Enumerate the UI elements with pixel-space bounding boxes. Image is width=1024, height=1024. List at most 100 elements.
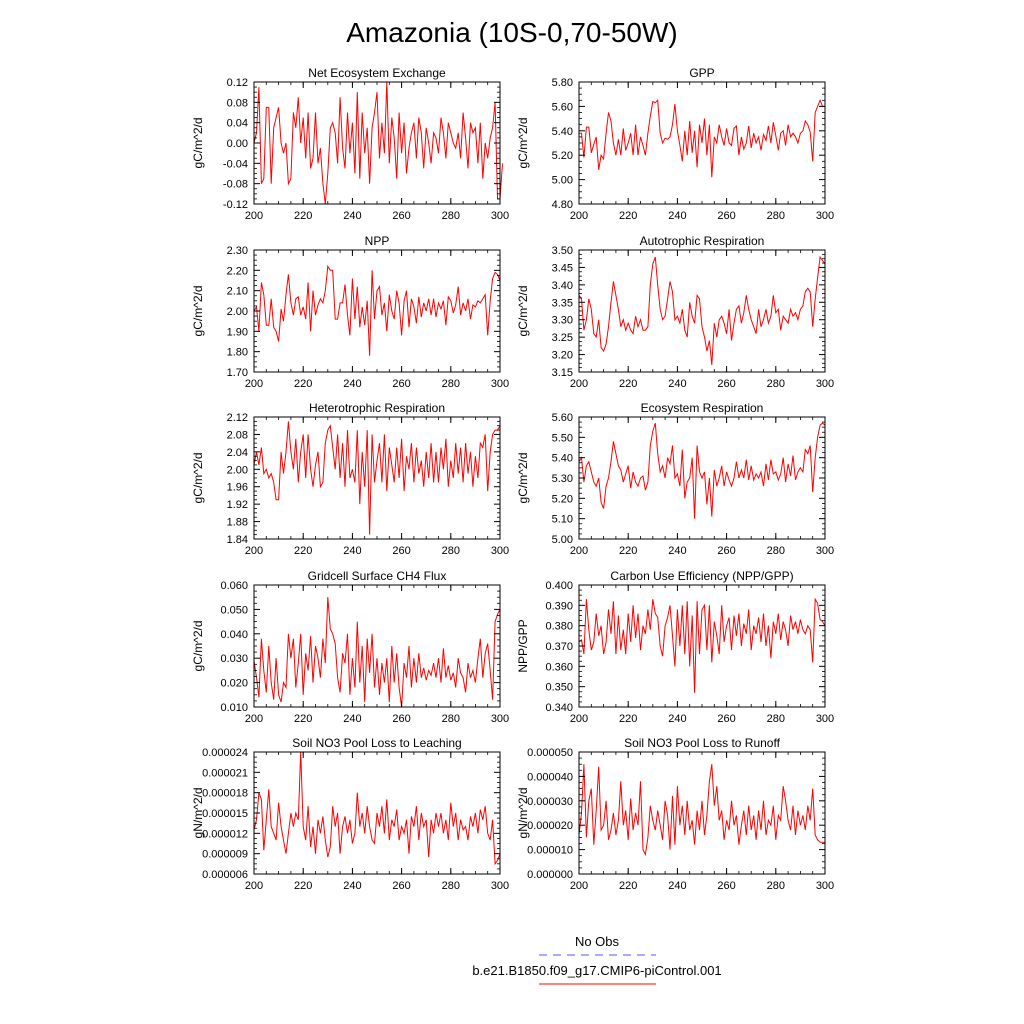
y-tick-label: 3.35 xyxy=(552,297,573,309)
x-tick-label: 300 xyxy=(491,713,509,725)
y-tick-label: 5.20 xyxy=(552,493,573,505)
y-tick-label: 2.30 xyxy=(227,245,248,257)
chart-title: Net Ecosystem Exchange xyxy=(308,66,446,80)
x-tick-label: 300 xyxy=(491,210,509,222)
panel-npp: NPP gC/m^2/d 200 220 240 260 280 300 2.30 2.20 2.1… xyxy=(191,234,509,390)
panel-autotrophic-respiration: Autotrophic Respiration gC/m^2/d 200 220 240… xyxy=(516,234,834,390)
x-tick-label: 240 xyxy=(668,210,686,222)
y-tick-label: 1.70 xyxy=(227,367,248,379)
y-tick-label: 0.400 xyxy=(545,580,573,592)
x-tick-label: 280 xyxy=(767,713,785,725)
x-tick-label: 220 xyxy=(294,880,312,892)
y-axis-label: gC/m^2/d xyxy=(516,118,530,169)
chart-title: Autotrophic Respiration xyxy=(640,234,765,248)
x-tick-label: 240 xyxy=(343,378,361,390)
x-tick-label: 200 xyxy=(245,378,263,390)
y-tick-label: 2.12 xyxy=(227,412,248,424)
y-axis-label: gC/m^2/d xyxy=(516,453,530,504)
y-tick-label: 5.40 xyxy=(552,453,573,465)
figure-title: Amazonia (10S-0,70-50W) xyxy=(346,17,677,48)
y-tick-label: 0.000030 xyxy=(527,796,573,808)
panel-grid: Net Ecosystem Exchange gC/m^2/d 200 220 240 2… xyxy=(191,66,834,892)
y-tick-label: 5.60 xyxy=(552,101,573,113)
y-tick-label: 5.60 xyxy=(552,412,573,424)
y-tick-label: -0.12 xyxy=(223,199,248,211)
plot-frame xyxy=(253,249,501,373)
series-line-autotrophic-respiration xyxy=(578,255,826,366)
x-tick-label: 300 xyxy=(491,378,509,390)
x-tick-label: 280 xyxy=(767,210,785,222)
plot-frame xyxy=(253,584,501,708)
panel-carbon-use-efficiency-npp-gpp: Carbon Use Efficiency (NPP/GPP) NPP/GPP 20… xyxy=(516,569,834,725)
x-tick-label: 220 xyxy=(294,713,312,725)
series-line-carbon-use-efficiency-npp-gpp xyxy=(578,597,826,693)
panel-net-ecosystem-exchange: Net Ecosystem Exchange gC/m^2/d 200 220 240 2… xyxy=(191,66,509,222)
y-tick-label: 0.000024 xyxy=(202,747,248,759)
y-tick-label: 5.20 xyxy=(552,150,573,162)
y-tick-label: 3.15 xyxy=(552,367,573,379)
y-tick-label: 1.92 xyxy=(227,499,248,511)
chart-title: Carbon Use Efficiency (NPP/GPP) xyxy=(610,569,793,583)
x-tick-label: 240 xyxy=(668,880,686,892)
x-tick-label: 280 xyxy=(442,545,460,557)
y-tick-label: 0.360 xyxy=(545,661,573,673)
y-tick-label: 2.20 xyxy=(227,265,248,277)
y-tick-label: 5.00 xyxy=(552,534,573,546)
y-tick-label: 0.12 xyxy=(227,77,248,89)
y-tick-label: 0.030 xyxy=(220,653,248,665)
series-line-gridcell-surface-ch4-flux xyxy=(253,597,501,708)
series-line-soil-no3-pool-loss-to-leaching xyxy=(253,751,501,866)
y-tick-label: 0.340 xyxy=(545,702,573,714)
series-line-heterotrophic-respiration xyxy=(253,421,501,535)
y-tick-label: 5.10 xyxy=(552,514,573,526)
y-tick-label: 2.08 xyxy=(227,429,248,441)
y-tick-label: 0.020 xyxy=(220,678,248,690)
x-tick-label: 260 xyxy=(717,880,735,892)
y-tick-label: 2.00 xyxy=(227,464,248,476)
legend: No Obs b.e21.B1850.f09_g17.CMIP6-piContr… xyxy=(472,934,722,985)
y-axis-label: gN/m^2/d xyxy=(516,788,530,839)
x-tick-label: 240 xyxy=(343,880,361,892)
chart-title: GPP xyxy=(689,66,714,80)
x-tick-label: 200 xyxy=(245,880,263,892)
y-tick-label: 5.30 xyxy=(552,473,573,485)
y-tick-label: -0.04 xyxy=(223,158,248,170)
y-tick-label: 0.04 xyxy=(227,118,248,130)
panel-soil-no3-pool-loss-to-leaching: Soil NO3 Pool Loss to Leaching gN/m^2/d 20… xyxy=(191,736,509,892)
x-tick-label: 260 xyxy=(392,545,410,557)
x-tick-label: 260 xyxy=(717,545,735,557)
y-tick-label: 5.40 xyxy=(552,126,573,138)
y-tick-label: 1.96 xyxy=(227,482,248,494)
y-tick-label: 0.050 xyxy=(220,604,248,616)
x-tick-label: 220 xyxy=(619,210,637,222)
x-tick-label: 260 xyxy=(392,713,410,725)
x-tick-label: 220 xyxy=(619,880,637,892)
x-tick-label: 280 xyxy=(442,210,460,222)
x-tick-label: 300 xyxy=(816,880,834,892)
x-tick-label: 220 xyxy=(619,378,637,390)
y-axis-label: gC/m^2/d xyxy=(191,453,205,504)
x-tick-label: 200 xyxy=(570,545,588,557)
x-tick-label: 260 xyxy=(717,378,735,390)
chart-title: Soil NO3 Pool Loss to Runoff xyxy=(624,736,781,750)
x-tick-label: 280 xyxy=(767,378,785,390)
legend-label-model: b.e21.B1850.f09_g17.CMIP6-piControl.001 xyxy=(472,963,721,978)
y-tick-label: 0.000040 xyxy=(527,771,573,783)
series-line-gpp xyxy=(579,98,825,178)
panel-ecosystem-respiration: Ecosystem Respiration gC/m^2/d 200 220 240 26… xyxy=(516,401,834,557)
y-tick-label: 3.20 xyxy=(552,350,573,362)
y-tick-label: 1.88 xyxy=(227,517,248,529)
y-tick-label: 3.50 xyxy=(552,245,573,257)
x-tick-label: 220 xyxy=(294,545,312,557)
panel-gridcell-surface-ch4-flux: Gridcell Surface CH4 Flux gC/m^2/d 200 220 2… xyxy=(191,569,509,725)
x-tick-label: 260 xyxy=(392,210,410,222)
x-tick-label: 280 xyxy=(767,545,785,557)
y-tick-label: 0.000018 xyxy=(202,788,248,800)
legend-label-obs: No Obs xyxy=(575,934,620,949)
y-tick-label: 0.000020 xyxy=(527,820,573,832)
chart-title: Gridcell Surface CH4 Flux xyxy=(308,569,447,583)
y-tick-label: 1.90 xyxy=(227,326,248,338)
chart-title: Soil NO3 Pool Loss to Leaching xyxy=(292,736,461,750)
y-tick-label: 3.30 xyxy=(552,315,573,327)
